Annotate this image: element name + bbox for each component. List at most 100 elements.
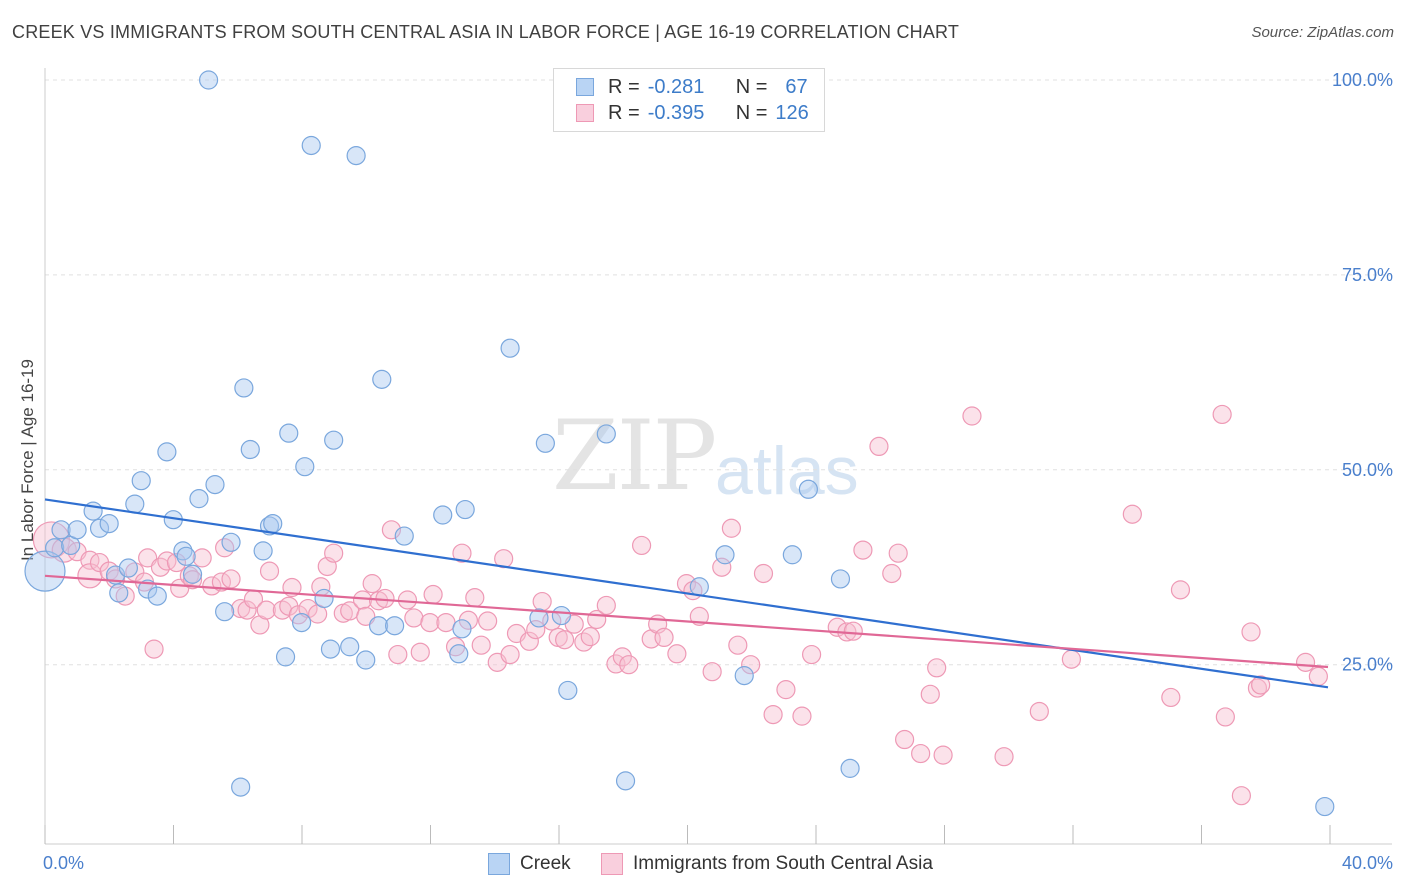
immigrants-point: [397, 590, 418, 610]
creek-point: [45, 538, 65, 558]
immigrants-point: [882, 563, 902, 584]
creek-point: [198, 70, 219, 90]
immigrants-point: [404, 608, 424, 628]
creek-point: [596, 424, 616, 444]
creek-point: [89, 518, 110, 538]
immigrants-point: [182, 570, 203, 590]
immigrants-point: [478, 611, 498, 631]
immigrants-point: [741, 655, 761, 675]
creek-point: [205, 475, 225, 495]
immigrants-point: [843, 621, 863, 641]
creek-point: [715, 545, 735, 565]
creek-point: [535, 433, 555, 453]
immigrants-point: [792, 706, 812, 726]
immigrants-point: [1029, 701, 1049, 722]
immigrants-point: [500, 644, 520, 665]
immigrants-point: [436, 612, 456, 633]
watermark-atlas: atlas: [715, 433, 859, 509]
immigrants-point: [144, 639, 164, 659]
legend-immigrants-r-value: -0.395: [647, 101, 705, 124]
immigrants-point: [256, 600, 276, 620]
creek-point: [67, 520, 87, 540]
creek-point: [830, 569, 851, 589]
creek-point: [231, 777, 251, 797]
creek-point: [173, 541, 193, 561]
creek-point: [840, 758, 860, 778]
y-tick-label: 25.0%: [1342, 655, 1393, 675]
creek-point: [275, 647, 296, 667]
creek-point: [279, 423, 299, 443]
immigrants-swatch-icon: [576, 104, 594, 122]
creek-point: [449, 644, 469, 664]
creek-point: [346, 146, 366, 166]
immigrants-point: [776, 680, 796, 700]
legend-immigrants-r-label: R =: [608, 101, 640, 124]
creek-point: [372, 369, 392, 389]
creek-point: [798, 479, 818, 499]
creek-point: [118, 558, 138, 578]
immigrants-point: [452, 543, 472, 563]
immigrants-point: [375, 588, 395, 609]
creek-point: [324, 430, 344, 450]
creek-point: [433, 505, 453, 525]
creek-point: [782, 545, 802, 565]
immigrants-point: [362, 574, 382, 594]
immigrants-point: [532, 591, 552, 612]
immigrants-point: [895, 729, 915, 750]
immigrants-point: [911, 743, 931, 764]
creek-point: [551, 605, 572, 626]
creek-point: [240, 439, 260, 460]
legend-creek-r-label: R =: [608, 75, 640, 98]
immigrants-point: [596, 595, 616, 616]
legend-row-immigrants: R = -0.395 N = 126: [576, 101, 809, 125]
creek-point: [109, 583, 129, 603]
immigrants-point: [962, 406, 982, 426]
immigrants-point: [324, 543, 344, 563]
bottom-legend-immigrants-label: Immigrants from South Central Asia: [633, 853, 933, 874]
immigrants-point: [221, 569, 241, 589]
immigrants-point: [869, 436, 889, 457]
immigrants-point: [721, 518, 742, 538]
immigrants-point: [1215, 707, 1235, 727]
creek-point: [147, 586, 167, 606]
immigrants-point: [712, 557, 732, 577]
immigrants-point: [580, 627, 600, 647]
immigrants-legend-icon: [601, 853, 623, 875]
creek-point: [253, 541, 273, 561]
creek-point: [131, 471, 151, 491]
immigrants-point: [1170, 580, 1191, 600]
watermark-zip: ZIP: [552, 400, 717, 512]
legend-row-creek: R = -0.281 N = 67: [576, 75, 808, 99]
creek-point: [500, 338, 520, 358]
immigrants-point: [420, 612, 440, 633]
creek-point: [314, 588, 334, 609]
immigrants-point: [853, 540, 873, 560]
creek-point: [221, 532, 241, 552]
legend-creek-n-value: 67: [785, 75, 808, 98]
immigrants-point: [138, 548, 158, 568]
y-tick-label: 75.0%: [1342, 265, 1393, 285]
creek-point: [385, 616, 405, 636]
x-tick-label: 0.0%: [43, 853, 84, 873]
immigrants-point: [920, 684, 940, 704]
bottom-legend-creek: Creek: [488, 852, 571, 876]
immigrants-point: [1295, 652, 1316, 672]
creek-point: [455, 499, 475, 520]
creek-point: [320, 639, 341, 659]
chart-title: CREEK VS IMMIGRANTS FROM SOUTH CENTRAL A…: [12, 22, 960, 42]
y-tick-label: 100.0%: [1332, 70, 1393, 90]
immigrants-point: [192, 548, 212, 568]
creek-point: [234, 378, 254, 398]
creek-point: [189, 489, 209, 509]
immigrants-point: [157, 551, 177, 571]
creek-point: [182, 564, 203, 584]
creek-point: [558, 680, 578, 701]
immigrants-point: [1212, 404, 1232, 425]
creek-point: [394, 526, 414, 546]
creek-point: [734, 666, 754, 686]
immigrants-point: [519, 631, 539, 651]
creek-point: [615, 771, 636, 791]
bottom-legend-immigrants: Immigrants from South Central Asia: [601, 852, 933, 876]
creek-point: [301, 135, 321, 156]
immigrants-point: [933, 745, 953, 765]
